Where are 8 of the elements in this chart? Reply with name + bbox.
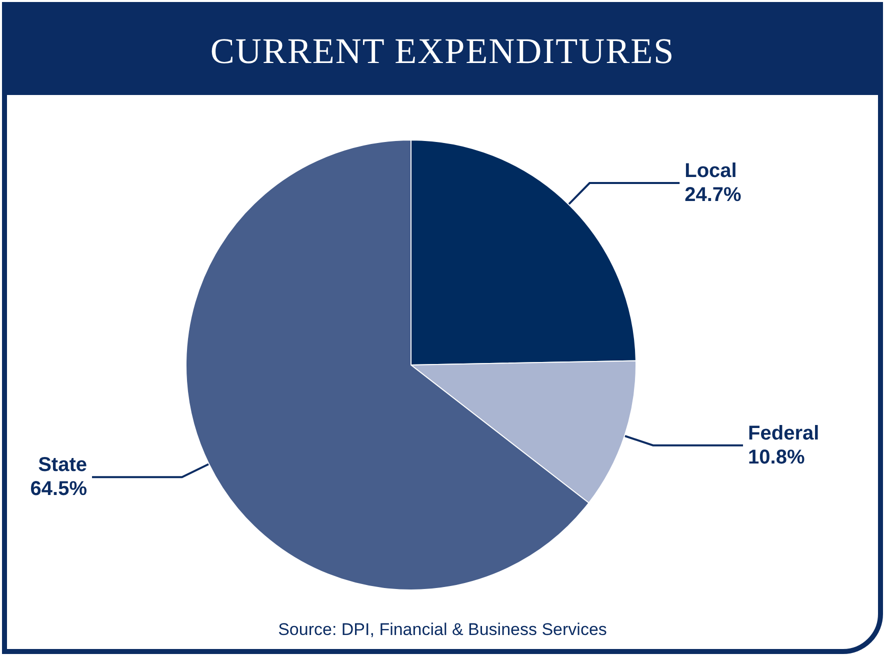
- slice-label: Local: [684, 160, 737, 182]
- source-note: Source: DPI, Financial & Business Services: [278, 620, 607, 639]
- chart-title: CURRENT EXPENDITURES: [7, 7, 878, 95]
- data-label: 10.8%: [748, 446, 805, 468]
- data-label: 64.5%: [30, 478, 88, 500]
- data-label: 24.7%: [684, 184, 742, 206]
- slice-label: Federal: [748, 422, 820, 444]
- slice-label: State: [38, 454, 88, 476]
